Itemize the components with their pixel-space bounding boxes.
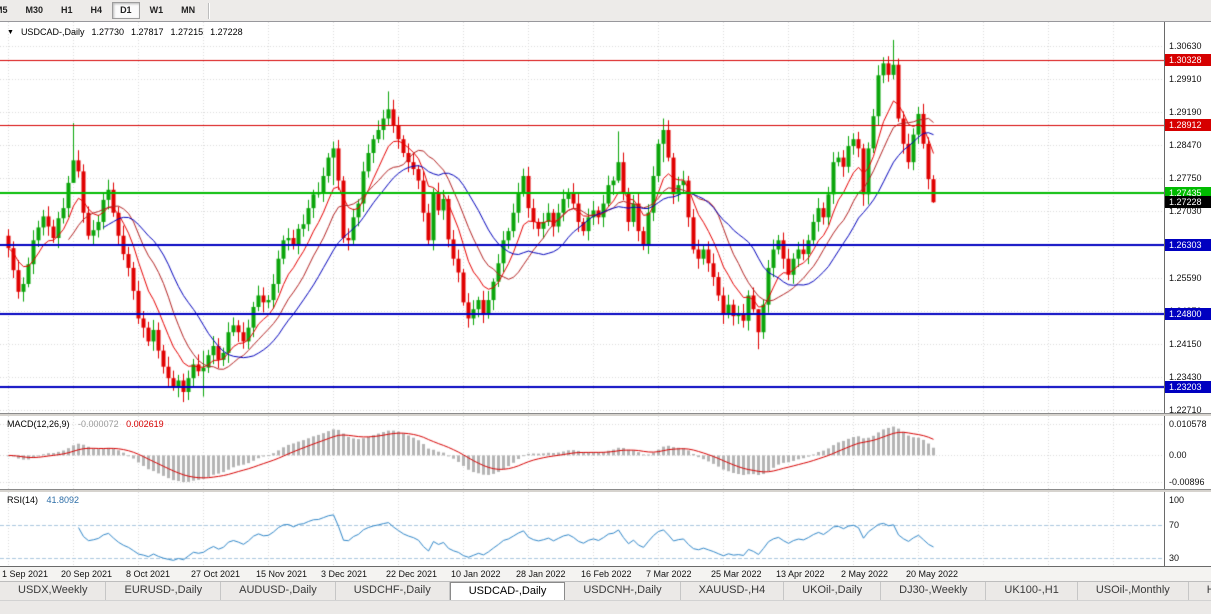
quote-high: 1.27817: [131, 27, 164, 37]
tab-usdcnh-daily[interactable]: USDCNH-,Daily: [565, 582, 681, 600]
rsi-label: RSI(14): [7, 495, 39, 505]
price-level-badge: 1.27435: [1165, 186, 1211, 199]
price-level-badge: 1.26303: [1165, 238, 1211, 251]
price-level-badge: 1.30328: [1165, 53, 1211, 66]
macd-axis-label: -0.00896: [1169, 477, 1205, 487]
price-axis-label: 1.25590: [1169, 272, 1202, 283]
symbol-title: USDCAD-,Daily: [20, 27, 85, 37]
symbol-marker-icon[interactable]: ▼: [7, 28, 14, 36]
date-axis-label: 1 Sep 2021: [2, 569, 49, 579]
rsi-axis-label: 30: [1169, 553, 1180, 563]
rsi-axis-label: 70: [1169, 519, 1180, 530]
current-price-badge: 1.27228: [1165, 196, 1211, 209]
price-axis-label: 1.28470: [1169, 140, 1202, 151]
pane-divider[interactable]: [0, 413, 1211, 416]
macd-axis-label: 0.00: [1169, 450, 1187, 461]
date-axis-label: 27 Oct 2021: [191, 569, 241, 579]
date-axis-label: 22 Dec 2021: [386, 569, 438, 579]
quote-low: 1.27215: [170, 27, 204, 37]
tab-usoil-monthly[interactable]: USOil-,Monthly: [1078, 582, 1189, 600]
timeframe-m5-button[interactable]: M5: [0, 5, 8, 15]
tab-hk50-daily[interactable]: HK50-,Daily: [1189, 582, 1211, 600]
timeframe-h1-button[interactable]: H1: [61, 5, 73, 15]
price-axis-label: 1.24150: [1169, 338, 1202, 349]
tab-usdcad-daily[interactable]: USDCAD-,Daily: [449, 582, 566, 600]
price-axis-label: 1.27030: [1169, 206, 1202, 217]
pane-divider[interactable]: [0, 489, 1211, 492]
tab-audusd-daily[interactable]: AUDUSD-,Daily: [221, 582, 336, 600]
macd-main-value: -0.000072: [78, 419, 119, 429]
date-axis-label: 16 Feb 2022: [581, 569, 632, 579]
quote-open: 1.27730: [91, 27, 124, 37]
price-level-badge: 1.24800: [1165, 307, 1211, 320]
date-axis-label: 13 Apr 2022: [776, 569, 825, 579]
rsi-indicator-canvas[interactable]: [0, 492, 1164, 566]
rsi-axis-label: 100: [1169, 495, 1185, 505]
timeframe-w1-button[interactable]: W1: [149, 5, 164, 15]
date-axis-label: 15 Nov 2021: [256, 569, 308, 579]
quote-close: 1.27228: [210, 27, 243, 37]
price-axis-label: 1.29910: [1169, 73, 1202, 84]
tab-xauusd-h4[interactable]: XAUUSD-,H4: [681, 582, 785, 600]
date-axis-label: 10 Jan 2022: [451, 569, 501, 579]
date-axis-label: 3 Dec 2021: [321, 569, 368, 579]
macd-signal-value: 0.002619: [126, 419, 164, 429]
macd-indicator-canvas[interactable]: [0, 416, 1164, 490]
macd-header: MACD(12,26,9) -0.000072 0.002619: [7, 419, 164, 429]
date-axis-label: 8 Oct 2021: [126, 569, 171, 579]
tab-usdx-weekly[interactable]: USDX,Weekly: [0, 582, 107, 600]
timeframe-toolbar: M5 M30 H1 H4 D1 W1 MN: [0, 0, 1211, 22]
date-axis-label: 2 May 2022: [841, 569, 889, 579]
timeframe-mn-button[interactable]: MN: [181, 5, 196, 15]
rsi-header: RSI(14) 41.8092: [7, 495, 79, 505]
price-axis-label: 1.22710: [1169, 404, 1202, 415]
chart-tabs-bar: USDX,Weekly EURUSD-,Daily AUDUSD-,Daily USD…: [0, 581, 1211, 600]
macd-label: MACD(12,26,9): [7, 419, 70, 429]
tab-usdchf-daily[interactable]: USDCHF-,Daily: [336, 582, 450, 600]
date-axis-label: 20 Sep 2021: [61, 569, 113, 579]
price-axis-label: 1.29190: [1169, 107, 1202, 118]
date-axis-label: 7 Mar 2022: [646, 569, 692, 579]
timeframe-d1-button[interactable]: D1: [112, 2, 140, 19]
macd-axis-label: 0.010578: [1169, 419, 1207, 429]
date-axis-label: 28 Jan 2022: [516, 569, 566, 579]
date-axis-label: 25 Mar 2022: [711, 569, 762, 579]
time-axis: 1 Sep 2021 20 Sep 2021 8 Oct 2021 27 Oct 20…: [0, 566, 1211, 581]
price-level-badge: 1.23203: [1165, 381, 1211, 394]
price-axis-label: 1.27750: [1169, 173, 1202, 184]
price-level-badge: 1.28912: [1165, 118, 1211, 131]
status-bar: [0, 600, 1211, 614]
tab-dj30-weekly[interactable]: DJ30-,Weekly: [881, 582, 987, 600]
tab-eurusd-daily[interactable]: EURUSD-,Daily: [106, 582, 222, 600]
rsi-value: 41.8092: [46, 495, 80, 505]
tab-ukoil-daily[interactable]: UKOil-,Daily: [784, 582, 882, 600]
price-axis-label: 1.30630: [1169, 40, 1202, 51]
timeframe-m30-button[interactable]: M30: [25, 5, 44, 15]
price-axis: 1.30630 1.29910 1.29190 1.28470 1.27750 1.270…: [1164, 22, 1211, 566]
toolbar-separator: [208, 2, 211, 19]
timeframe-h4-button[interactable]: H4: [90, 5, 103, 15]
date-axis-label: 20 May 2022: [906, 569, 959, 579]
price-chart-canvas[interactable]: [0, 22, 1164, 414]
chart-symbol-header: ▼ USDCAD-,Daily 1.27730 1.27817 1.27215 …: [7, 27, 243, 37]
price-axis-label: 1.23430: [1169, 371, 1202, 382]
tab-uk100-h1[interactable]: UK100-,H1: [986, 582, 1078, 600]
